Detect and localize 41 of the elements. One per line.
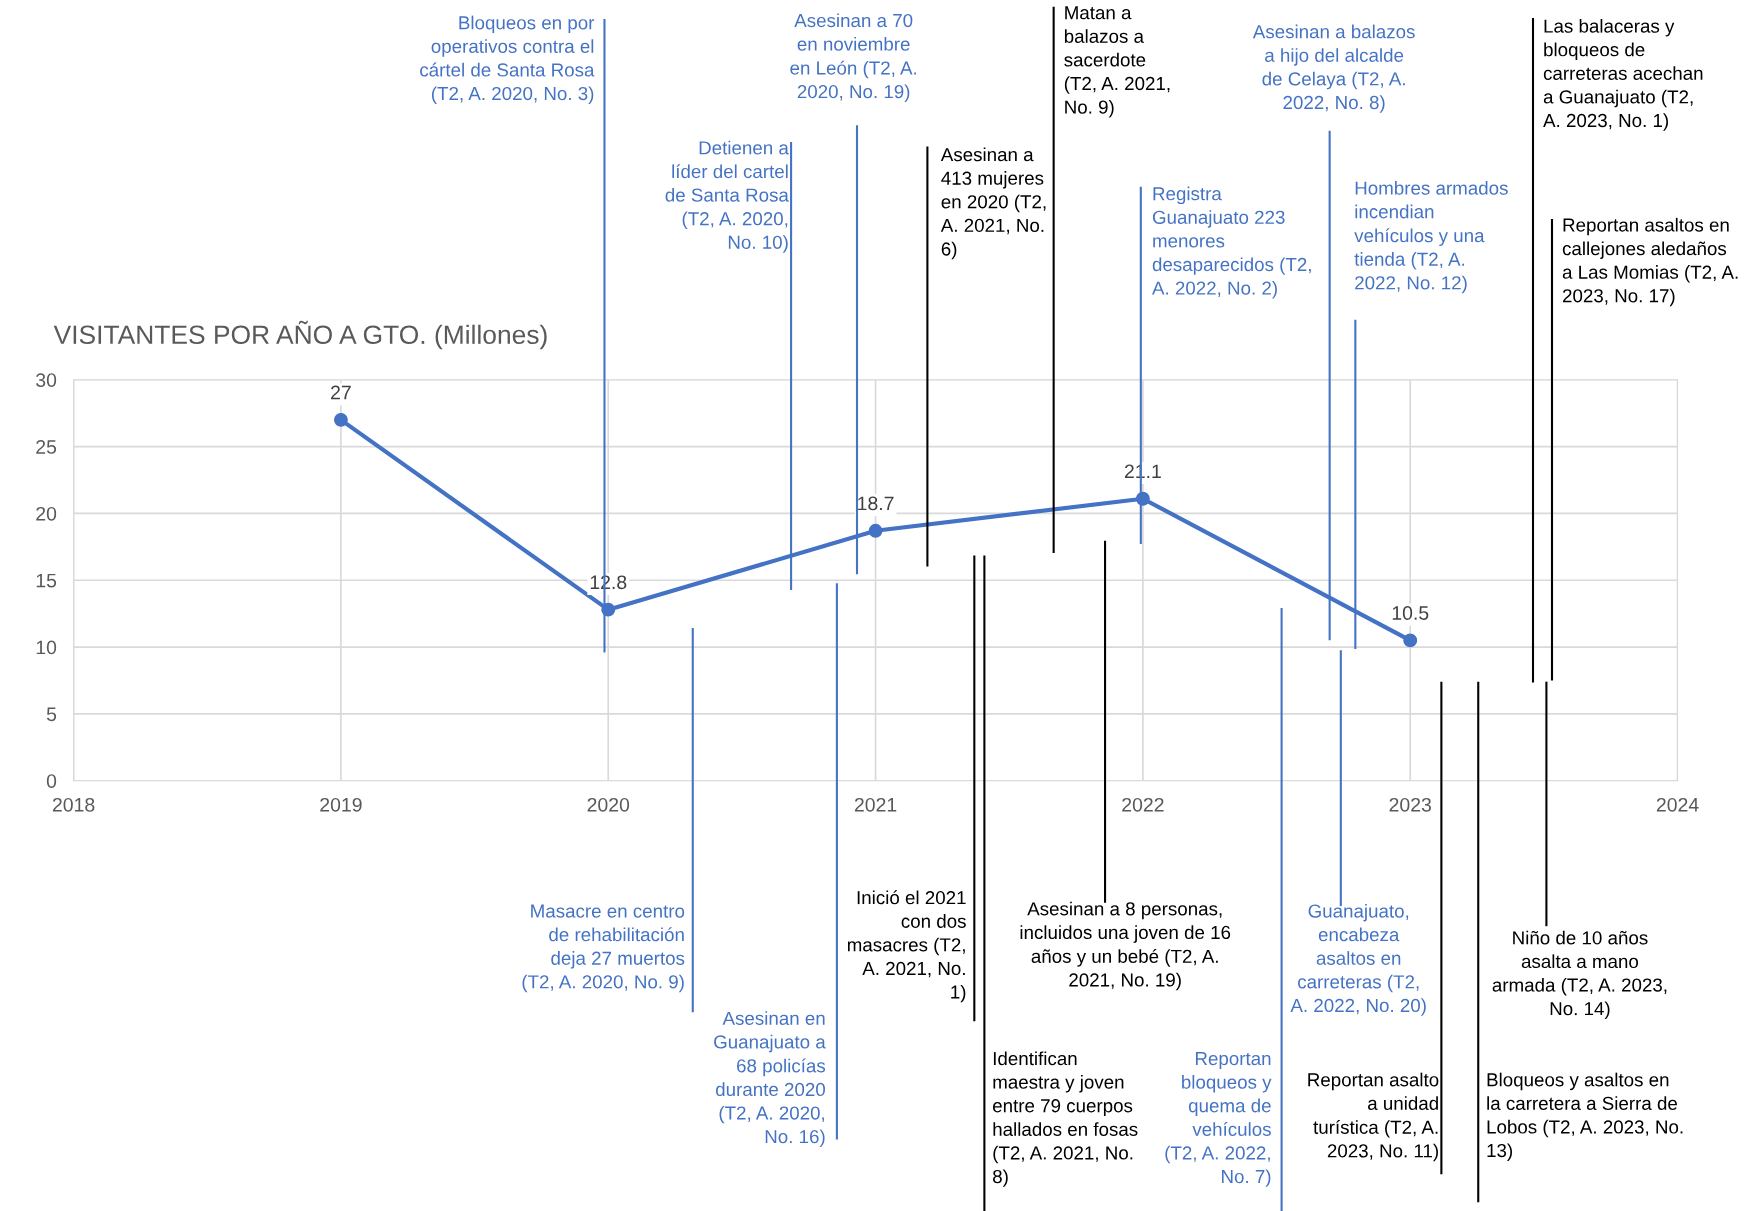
text: Detienen a líder del cartel de Santa Rosa (T2, A. 2020, No. 10) (665, 140, 789, 253)
y-tick-label: 5 (46, 707, 57, 722)
y-tick-label: 30 (36, 373, 57, 388)
x-tick-label: 2024 (1656, 797, 1699, 812)
text: Niño de 10 años asalta a mano armada (T2, A. 2023, No. 14) (1492, 930, 1667, 1019)
text: Asesinan a 70 en noviembre en León (T2, A. 2020, No. 19) (790, 13, 917, 102)
point (333, 412, 348, 427)
text: Identifican maestra y joven entre 79 cuerpos hallados en fosas (T2, A. 2021, No. 8) (993, 1051, 1138, 1187)
text: Bloqueos en por operativos contra el cártel de Santa Rosa (T2, A. 2020, No. 3) (420, 15, 595, 104)
y-tick-label: 20 (36, 506, 57, 521)
point (868, 523, 883, 538)
text: Hombres armados incendian vehículos y una tienda (T2, A. 2022, No. 12) (1354, 181, 1508, 294)
y-tick-label: 15 (36, 573, 57, 588)
text: Asesinan en Guanajuato a 68 policías durante 2020 (T2, A. 2020, No. 16) (714, 1011, 826, 1147)
y-tick-label: 10 (36, 640, 57, 655)
text: Inició el 2021 con dos masacres (T2, A. 2021, No. 1) (847, 890, 966, 1003)
x-tick-label: 2019 (320, 797, 362, 812)
chart-title: VISITANTES POR AÑO A GTO. (Millones) (53, 320, 547, 350)
text: Asesinan a 8 personas, incluidos una joven de 16 años y un bebé (T2, A. 2021, No. 19) (1020, 901, 1231, 991)
x-tick-label: 2023 (1389, 797, 1431, 812)
text: Matan a balazos a sacerdote (T2, A. 2021, No. 9) (1064, 6, 1170, 118)
text: Asesinan a 413 mujeres en 2020 (T2, A. 2021, No. 6) (940, 147, 1046, 260)
x-tick-label: 2018 (52, 797, 95, 812)
x-tick-label: 2021 (854, 797, 897, 812)
data-label: 27 (331, 385, 351, 400)
text: Registra Guanajuato 223 menores desaparecidos (T2, A. 2022, No. 2) (1152, 186, 1311, 299)
y-tick-label: 0 (46, 774, 57, 788)
text: Reportan asaltos en callejones aledaños a Las Momias (T2, A. 2023, No. 17) (1562, 217, 1738, 307)
y-tick-label: 25 (36, 440, 57, 454)
text: Reportan asalto a unidad turística (T2, A. 2023, No. 11) (1308, 1072, 1439, 1162)
point (1403, 633, 1418, 648)
text: Bloqueos y asaltos en la carretera a Sierra de Lobos (T2, A. 2023, No. 13) (1487, 1072, 1683, 1161)
text: Reportan bloqueos y quema de vehículos (T2, A. 2022, No. 7) (1165, 1052, 1272, 1187)
x-tick-label: 2022 (1122, 797, 1164, 812)
data-label: 10.5 (1392, 606, 1429, 620)
data-label: 18.7 (858, 496, 894, 511)
text: Masacre en centro de rehabilitación deja 27 muertos (T2, A. 2020, No. 9) (522, 904, 685, 993)
text: Guanajuato, encabeza asaltos en carreteras (T2, A. 2022, No. 20) (1290, 903, 1426, 1016)
text: Las balaceras y bloqueos de carreteras acechan a Guanajuato (T2, A. 2023, No. 1) (1543, 18, 1703, 131)
text: Asesinan a balazos a hijo del alcalde de Celaya (T2, A. 2022, No. 8) (1252, 24, 1415, 113)
x-tick-label: 2020 (587, 797, 630, 812)
